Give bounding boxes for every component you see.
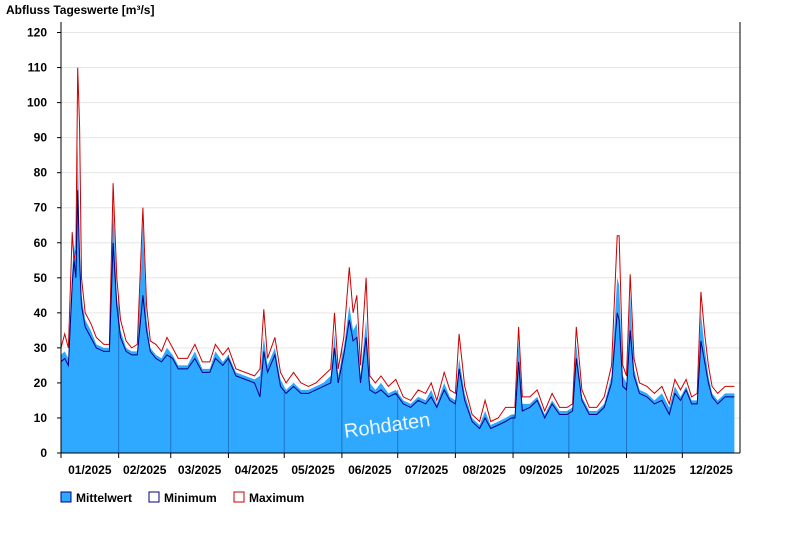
series-areas bbox=[61, 144, 735, 453]
legend-label-minimum: Minimum bbox=[164, 491, 217, 505]
x-tick-label-8: 08/2025 bbox=[463, 463, 507, 477]
legend: Mittelwert Minimum Maximum bbox=[60, 491, 304, 505]
y-tick-label-60: 60 bbox=[34, 236, 48, 250]
y-tick-label-50: 50 bbox=[34, 271, 48, 285]
series-line-maximum bbox=[60, 67, 735, 423]
x-tick-labels: 01/2025 02/2025 03/2025 04/2025 05/2025 06/20… bbox=[60, 453, 733, 477]
y-tick-label-30: 30 bbox=[34, 341, 48, 355]
x-tick-label-6: 06/2025 bbox=[348, 463, 392, 477]
x-tick-label-5: 05/2025 bbox=[291, 463, 335, 477]
legend-swatch-maximum bbox=[233, 491, 245, 503]
y-tick-label-10: 10 bbox=[34, 411, 48, 425]
y-tick-label-40: 40 bbox=[34, 306, 48, 320]
x-tick-label-10: 10/2025 bbox=[576, 463, 620, 477]
x-tick-label-11: 11/2025 bbox=[633, 463, 676, 477]
legend-swatch-mittelwert bbox=[60, 491, 72, 503]
legend-label-maximum: Maximum bbox=[249, 491, 304, 505]
y-tick-label-80: 80 bbox=[34, 166, 48, 180]
series-lines bbox=[60, 67, 735, 430]
y-tick-label-120: 120 bbox=[27, 26, 47, 40]
x-tick-label-7: 07/2025 bbox=[405, 463, 449, 477]
y-tick-label-0: 0 bbox=[40, 446, 47, 460]
legend-label-mittelwert: Mittelwert bbox=[76, 491, 132, 505]
x-tick-label-3: 03/2025 bbox=[178, 463, 222, 477]
y-tick-labels: 0 10 20 30 40 50 60 70 80 90 100 110 120 bbox=[27, 26, 61, 460]
x-tick-label-2: 02/2025 bbox=[123, 463, 167, 477]
x-tick-label-1: 01/2025 bbox=[68, 463, 112, 477]
x-tick-label-4: 04/2025 bbox=[235, 463, 279, 477]
x-tick-label-12: 12/2025 bbox=[689, 463, 733, 477]
series-area-mittelwert bbox=[61, 144, 735, 453]
y-tick-label-110: 110 bbox=[28, 61, 48, 75]
y-tick-label-20: 20 bbox=[34, 376, 48, 390]
y-tick-label-100: 100 bbox=[27, 96, 47, 110]
legend-swatch-minimum bbox=[148, 491, 160, 503]
series-line-minimum bbox=[60, 190, 735, 430]
y-axis-title: Abfluss Tageswerte [m³/s] bbox=[6, 3, 154, 17]
y-tick-label-90: 90 bbox=[34, 131, 48, 145]
y-tick-label-70: 70 bbox=[34, 201, 48, 215]
x-tick-label-9: 09/2025 bbox=[519, 463, 563, 477]
